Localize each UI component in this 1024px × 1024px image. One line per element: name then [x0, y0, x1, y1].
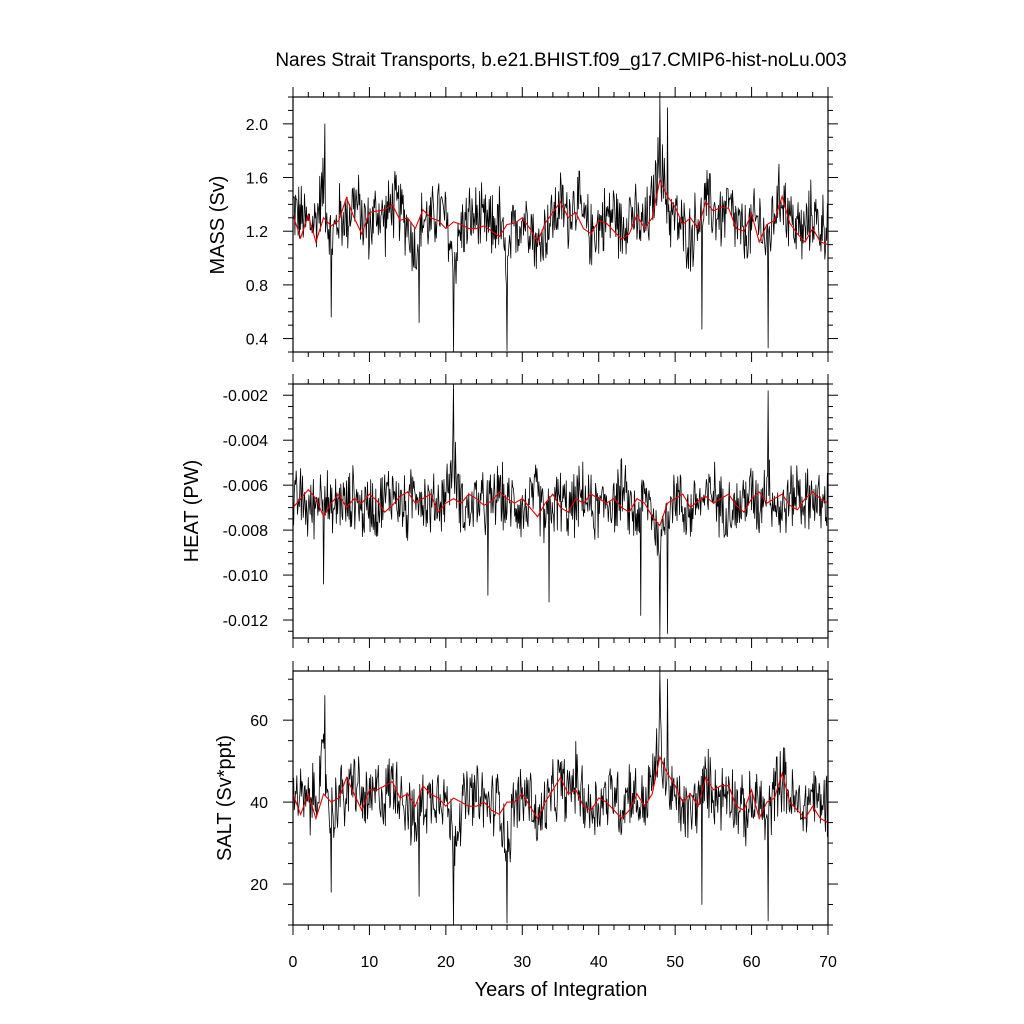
x-tick-label: 10: [361, 954, 379, 971]
y-tick-label: 60: [250, 713, 268, 730]
x-tick-label: 50: [666, 954, 684, 971]
y-tick-label: -0.004: [223, 433, 268, 450]
heat-panel: -0.012 -0.010 -0.008 -0.006 -0.004 -0.002 HEAT…: [181, 374, 838, 648]
mass-panel: 0.4 0.8 1.2 1.6 2.0 MASS (Sv): [207, 87, 838, 362]
plot-frame: [292, 96, 829, 353]
x-axis-label: Years of Integration: [475, 979, 648, 1001]
y-axis-label: HEAT (PW): [181, 460, 203, 563]
x-tick-label: 40: [590, 954, 608, 971]
salt-panel: 20 40 60 SALT (Sv*ppt) 0 10 20 30 40 50 60 70: [214, 661, 838, 971]
y-tick-label: -0.010: [223, 568, 268, 585]
y-tick-label: 2.0: [246, 117, 268, 134]
plot-frame: [292, 670, 829, 926]
monthly-series-line: [293, 384, 828, 638]
x-tick-label: 20: [437, 954, 455, 971]
x-tick-label: 60: [743, 954, 761, 971]
y-axis-label: SALT (Sv*ppt): [214, 735, 236, 861]
y-tick-label: 40: [250, 795, 268, 812]
y-axis-label: MASS (Sv): [207, 176, 229, 275]
x-tick-label: 0: [289, 954, 298, 971]
y-tick-label: 1.6: [246, 171, 268, 188]
y-tick-label: -0.012: [223, 613, 268, 630]
y-tick-label: 20: [250, 877, 268, 894]
monthly-series-line: [293, 671, 828, 925]
x-tick-label: 30: [513, 954, 531, 971]
y-tick-label: 1.2: [246, 224, 268, 241]
annual-mean-series-line: [293, 755, 828, 824]
y-tick-label: -0.008: [223, 523, 268, 540]
y-tick-label: 0.8: [246, 278, 268, 295]
y-tick-label: -0.002: [223, 388, 268, 405]
y-tick-label: -0.006: [223, 478, 268, 495]
y-tick-label: 0.4: [246, 332, 268, 349]
annual-mean-series-line: [293, 488, 828, 527]
annual-mean-series-line: [293, 178, 828, 246]
x-tick-label: 70: [819, 954, 837, 971]
figure-title: Nares Strait Transports, b.e21.BHIST.f09…: [275, 50, 846, 71]
plot-frame: [292, 383, 829, 639]
monthly-series-line: [293, 97, 828, 352]
